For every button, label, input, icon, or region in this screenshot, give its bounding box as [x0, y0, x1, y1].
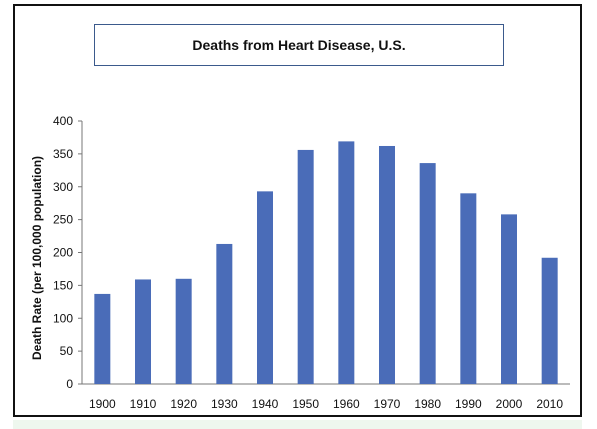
x-tick-label: 2010	[536, 397, 563, 411]
x-tick-labels: 1900 1910 1920 1930 1940 1950 1960 1970 1980 1990…	[89, 397, 563, 411]
x-tick-label: 1920	[170, 397, 197, 411]
bar-1990	[460, 193, 477, 384]
y-tick-label: 150	[53, 278, 73, 292]
y-axis-label: Death Rate (per 100,000 population)	[30, 156, 44, 360]
bar-1900	[94, 293, 111, 384]
y-tick-label: 350	[53, 147, 73, 161]
chart-title: Deaths from Heart Disease, U.S.	[94, 24, 504, 66]
bar-2010	[541, 257, 558, 384]
x-tick-label: 1980	[414, 397, 441, 411]
x-tick-label: 1990	[455, 397, 482, 411]
x-tick-label: 1900	[89, 397, 116, 411]
x-tick-label: 2000	[496, 397, 523, 411]
y-tick-label: 100	[53, 311, 73, 325]
bar-1950	[297, 149, 314, 384]
bar-2000	[501, 214, 517, 384]
y-tick-label: 400	[53, 114, 73, 128]
bar-1960	[338, 141, 355, 384]
bar-1930	[216, 243, 233, 384]
axes	[78, 120, 570, 385]
x-tick-label: 1970	[374, 397, 401, 411]
x-tick-label: 1960	[333, 397, 360, 411]
x-tick-label: 1930	[211, 397, 238, 411]
x-tick-label: 1940	[252, 397, 279, 411]
y-tick-labels: 0 50 100 150 200 250 300 350 400	[53, 114, 73, 391]
bar-1940	[257, 191, 273, 384]
y-tick-label: 300	[53, 180, 73, 194]
x-tick-label: 1910	[130, 397, 157, 411]
y-tick-label: 0	[66, 377, 73, 391]
y-tick-label: 250	[53, 213, 73, 227]
bar-1920	[175, 278, 192, 384]
bar-1970	[379, 145, 395, 384]
y-tick-label: 50	[60, 344, 74, 358]
y-tick-label: 200	[53, 246, 73, 260]
x-tick-label: 1950	[292, 397, 319, 411]
bar-1910	[135, 279, 151, 384]
bars	[94, 141, 558, 384]
bar-1980	[419, 163, 436, 384]
bottom-strip	[13, 420, 582, 429]
